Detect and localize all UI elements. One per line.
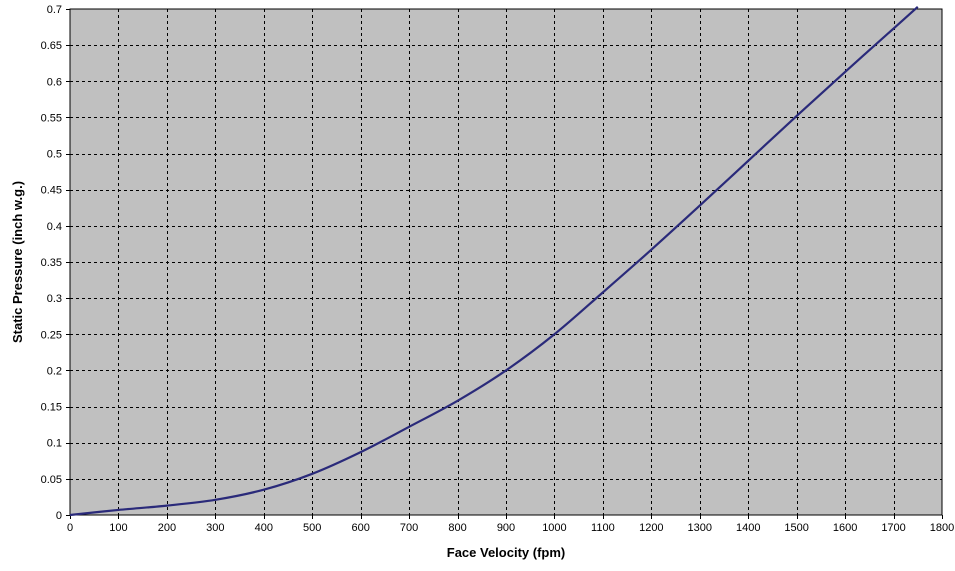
- y-tick-label: 0.5: [47, 149, 62, 161]
- x-tick-label: 1200: [639, 522, 663, 534]
- y-tick-label: 0.2: [47, 365, 62, 377]
- gridlines: [70, 9, 942, 515]
- y-tick-label: 0.45: [41, 185, 62, 197]
- x-tick-label: 900: [497, 522, 515, 534]
- y-tick-label: 0: [56, 510, 62, 522]
- y-tick-label: 0.1: [47, 438, 62, 450]
- y-tick-label: 0.25: [41, 329, 62, 341]
- y-tick-label: 0.55: [41, 112, 62, 124]
- y-tick-label: 0.7: [47, 4, 62, 16]
- x-tick-label: 300: [206, 522, 224, 534]
- x-tick-label: 1000: [542, 522, 566, 534]
- x-tick-label: 0: [67, 522, 73, 534]
- x-tick-label: 800: [448, 522, 466, 534]
- y-tick-label: 0.6: [47, 76, 62, 88]
- y-tick-label: 0.65: [41, 40, 62, 52]
- x-tick-label: 100: [109, 522, 127, 534]
- tick-labels: 0 100 200 300 400 500 600 700 800 900 1000 1100 1200…: [41, 4, 955, 534]
- x-axis-title: Face Velocity (fpm): [447, 545, 565, 560]
- x-tick-label: 1800: [930, 522, 954, 534]
- x-tick-label: 500: [303, 522, 321, 534]
- x-tick-label: 200: [158, 522, 176, 534]
- x-tick-label: 1400: [736, 522, 760, 534]
- y-tick-label: 0.05: [41, 474, 62, 486]
- y-tick-label: 0.4: [47, 221, 62, 233]
- x-tick-label: 400: [255, 522, 273, 534]
- x-tick-label: 600: [351, 522, 369, 534]
- x-tick-label: 1300: [688, 522, 712, 534]
- x-tick-label: 1100: [591, 522, 615, 534]
- x-tick-label: 1600: [833, 522, 857, 534]
- y-tick-label: 0.35: [41, 257, 62, 269]
- series-layer: [69, 6, 919, 517]
- x-tick-label: 700: [400, 522, 418, 534]
- y-tick-label: 0.15: [41, 402, 62, 414]
- series-line: [69, 6, 919, 517]
- x-tick-label: 1500: [784, 522, 808, 534]
- x-tick-label: 1700: [881, 522, 905, 534]
- y-axis-title: Static Pressure (inch w.g.): [10, 181, 25, 343]
- y-tick-label: 0.3: [47, 293, 62, 305]
